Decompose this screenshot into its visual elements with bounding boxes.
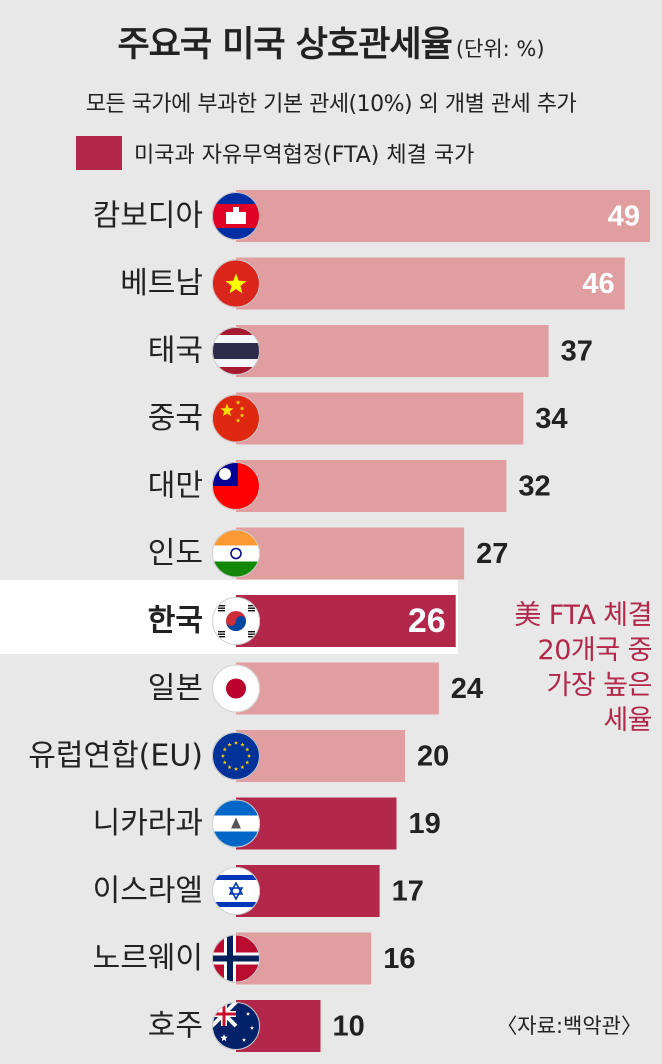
value-label: 24	[451, 673, 483, 705]
thailand-flag-icon	[212, 327, 260, 375]
category-label: 태국	[148, 334, 203, 369]
source-note: 〈자료:백악관〉	[496, 1014, 642, 1038]
unit-label: (단위: %)	[455, 37, 545, 61]
nicaragua-flag-icon	[212, 799, 260, 848]
legend: 미국과 자유무역협정(FTA) 체결 국가	[76, 136, 474, 170]
callout-line: 가장 높은	[546, 670, 653, 701]
eu-flag-icon	[212, 732, 260, 780]
australia-flag-icon	[212, 1002, 260, 1050]
chart-subtitle: 모든 국가에 부과한 기본 관세(10%) 외 개별 관세 추가	[85, 92, 577, 117]
bar-3	[236, 392, 524, 445]
bar-5	[236, 527, 465, 580]
vietnam-flag-icon	[212, 259, 260, 308]
value-label: 37	[561, 336, 593, 368]
category-label: 캄보디아	[93, 199, 203, 234]
value-label: 20	[417, 741, 449, 773]
bar-1	[236, 257, 625, 310]
value-label: 16	[383, 943, 415, 975]
category-label: 유럽연합(EU)	[28, 739, 203, 774]
bar-4	[236, 460, 507, 512]
category-label: 베트남	[120, 266, 203, 301]
norway-flag-icon	[212, 934, 260, 983]
value-label: 10	[333, 1011, 365, 1043]
value-label: 49	[608, 201, 640, 233]
taiwan-flag-icon	[212, 462, 260, 510]
cambodia-flag-icon	[212, 192, 260, 240]
bar-8	[236, 730, 405, 782]
legend-swatch	[76, 136, 122, 170]
value-label: 19	[409, 808, 441, 840]
category-label: 일본	[148, 671, 203, 706]
bar-6	[236, 595, 456, 647]
bar-2	[236, 325, 549, 377]
category-label: 니카라과	[93, 806, 203, 841]
category-label: 인도	[148, 536, 203, 571]
value-label: 26	[408, 602, 446, 640]
israel-flag-icon	[212, 867, 260, 915]
callout-line: 세율	[603, 705, 652, 736]
category-label: 노르웨이	[93, 941, 203, 976]
korea-flag-icon	[212, 597, 260, 645]
china-flag-icon	[212, 394, 260, 443]
chart-title: 주요국 미국 상호관세율	[117, 25, 452, 65]
title-row: 주요국 미국 상호관세율 (단위: %)	[0, 16, 662, 67]
japan-flag-icon	[212, 664, 260, 713]
callout-note: 美 FTA 체결 20개국 중 가장 높은 세율	[460, 598, 652, 738]
value-label: 27	[476, 538, 508, 570]
legend-label: 미국과 자유무역협정(FTA) 체결 국가	[134, 143, 475, 168]
bar-9	[236, 797, 397, 850]
india-flag-icon	[212, 529, 260, 578]
value-label: 46	[582, 268, 614, 300]
value-label: 17	[392, 876, 424, 908]
category-label: 이스라엘	[93, 874, 203, 909]
bar-0	[236, 190, 650, 242]
callout-line: 20개국 중	[537, 635, 653, 666]
callout-line: 美 FTA 체결	[514, 600, 652, 631]
category-label: 대만	[148, 469, 203, 504]
bar-7	[236, 662, 439, 715]
category-label: 한국	[148, 604, 203, 639]
value-label: 34	[535, 403, 567, 435]
value-label: 32	[518, 471, 550, 503]
category-label: 호주	[148, 1009, 203, 1044]
category-label: 중국	[148, 401, 203, 436]
